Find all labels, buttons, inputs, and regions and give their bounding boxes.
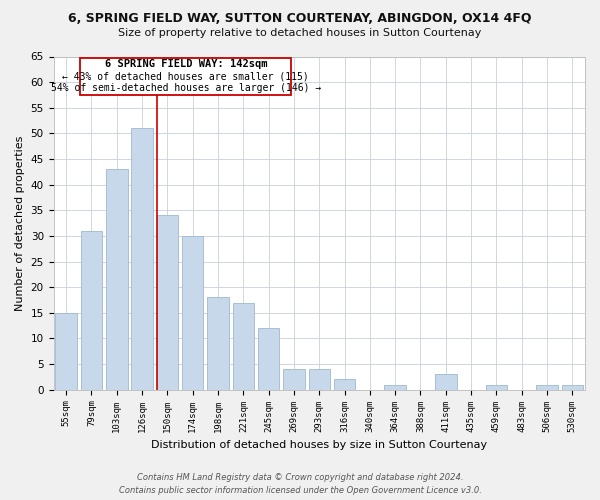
Bar	[55, 313, 77, 390]
Bar	[182, 236, 203, 390]
Bar	[562, 384, 583, 390]
Bar	[385, 384, 406, 390]
Bar	[435, 374, 457, 390]
Y-axis label: Number of detached properties: Number of detached properties	[15, 136, 25, 311]
Bar	[207, 298, 229, 390]
Text: 6, SPRING FIELD WAY, SUTTON COURTENAY, ABINGDON, OX14 4FQ: 6, SPRING FIELD WAY, SUTTON COURTENAY, A…	[68, 12, 532, 26]
Bar	[233, 302, 254, 390]
Bar	[536, 384, 558, 390]
Text: Contains HM Land Registry data © Crown copyright and database right 2024.
Contai: Contains HM Land Registry data © Crown c…	[119, 474, 481, 495]
Bar	[334, 380, 355, 390]
Bar	[283, 369, 305, 390]
Text: Size of property relative to detached houses in Sutton Courtenay: Size of property relative to detached ho…	[118, 28, 482, 38]
Bar	[131, 128, 153, 390]
Text: ← 43% of detached houses are smaller (115): ← 43% of detached houses are smaller (11…	[62, 71, 309, 81]
FancyBboxPatch shape	[80, 58, 292, 95]
Bar	[258, 328, 280, 390]
Bar	[106, 170, 128, 390]
Text: 6 SPRING FIELD WAY: 142sqm: 6 SPRING FIELD WAY: 142sqm	[104, 60, 267, 70]
Bar	[81, 231, 102, 390]
Bar	[308, 369, 330, 390]
Bar	[485, 384, 507, 390]
X-axis label: Distribution of detached houses by size in Sutton Courtenay: Distribution of detached houses by size …	[151, 440, 487, 450]
Text: 54% of semi-detached houses are larger (146) →: 54% of semi-detached houses are larger (…	[50, 83, 321, 93]
Bar	[157, 216, 178, 390]
